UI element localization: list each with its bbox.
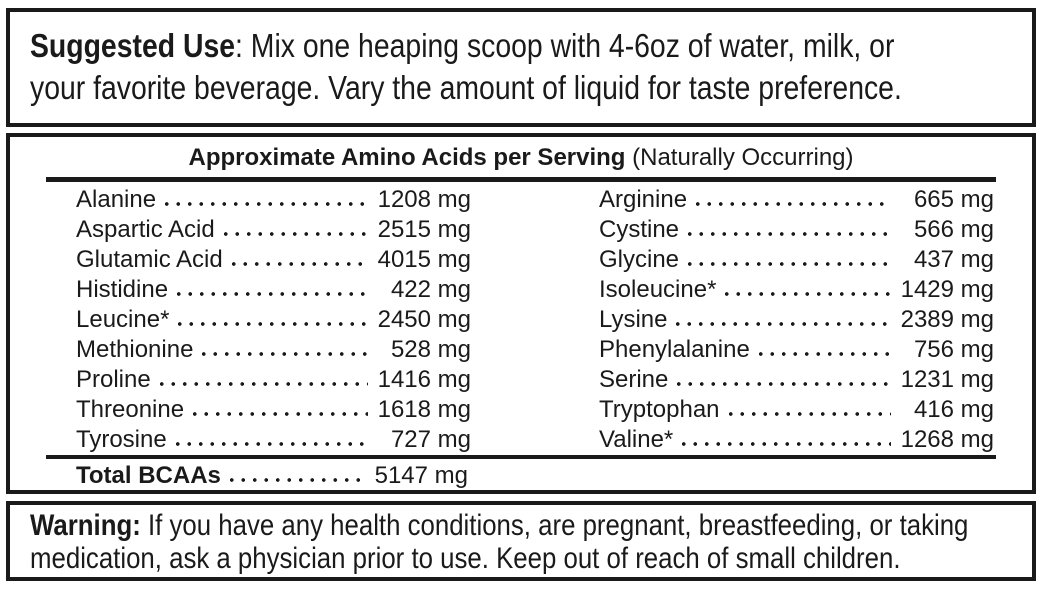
warning-text-line2: medication, ask a physician prior to use… bbox=[30, 542, 901, 575]
amino-name: Valine* bbox=[599, 426, 674, 453]
amino-amount: 1416 mg bbox=[377, 366, 471, 393]
total-bcaas-label: Total BCAAs bbox=[76, 462, 221, 489]
amino-name: Phenylalanine bbox=[599, 336, 750, 363]
amino-amount: 1618 mg bbox=[377, 396, 471, 423]
amino-row: Glutamic Acid 4015 mg bbox=[48, 245, 471, 275]
amino-name: Serine bbox=[599, 366, 669, 393]
dot-leader bbox=[672, 307, 891, 327]
amino-amount: 727 mg bbox=[390, 426, 471, 453]
amino-table-title-main: Approximate Amino Acids per Serving bbox=[188, 144, 626, 171]
amino-name: Glutamic Acid bbox=[76, 246, 223, 273]
dot-leader bbox=[684, 217, 891, 237]
amino-amount: 566 mg bbox=[913, 216, 994, 243]
amino-row: Alanine 1208 mg bbox=[48, 185, 471, 215]
amino-amount: 528 mg bbox=[390, 336, 471, 363]
amino-amount: 665 mg bbox=[913, 186, 994, 213]
dot-leader bbox=[173, 277, 368, 297]
dot-leader bbox=[219, 217, 368, 237]
warning-text-line1: If you have any health conditions, are p… bbox=[140, 509, 969, 542]
amino-name: Arginine bbox=[599, 186, 688, 213]
amino-row: Aspartic Acid 2515 mg bbox=[48, 215, 471, 245]
amino-amount: 1231 mg bbox=[900, 366, 994, 393]
amino-row: Tryptophan 416 mg bbox=[571, 395, 994, 425]
dot-leader bbox=[155, 367, 368, 387]
amino-columns: Alanine 1208 mg Aspartic Acid 2515 mg Glutam… bbox=[10, 182, 1032, 455]
amino-name: Proline bbox=[76, 366, 151, 393]
suggested-use-text-line2: your favorite beverage. Vary the amount … bbox=[30, 69, 902, 106]
dot-leader bbox=[721, 277, 891, 297]
dot-leader bbox=[684, 247, 891, 267]
amino-acids-box: Approximate Amino Acids per Serving (Nat… bbox=[6, 133, 1036, 494]
suggested-use-text-line1: : Mix one heaping scoop with 4-6oz of wa… bbox=[235, 27, 895, 64]
warning-line1: Warning: If you have any health conditio… bbox=[30, 509, 968, 542]
dot-leader bbox=[724, 397, 891, 417]
amino-amount: 4015 mg bbox=[377, 246, 471, 273]
amino-amount: 2515 mg bbox=[377, 216, 471, 243]
amino-column-left: Alanine 1208 mg Aspartic Acid 2515 mg Glutam… bbox=[48, 185, 471, 455]
dot-leader bbox=[198, 337, 368, 357]
amino-row: Histidine 422 mg bbox=[48, 275, 471, 305]
amino-row: Glycine 437 mg bbox=[571, 245, 994, 275]
amino-name: Threonine bbox=[76, 396, 185, 423]
amino-amount: 416 mg bbox=[913, 396, 994, 423]
amino-row: Isoleucine* 1429 mg bbox=[571, 275, 994, 305]
amino-amount: 1268 mg bbox=[900, 426, 994, 453]
amino-name: Histidine bbox=[76, 276, 169, 303]
dot-leader bbox=[171, 427, 368, 447]
suggested-use-heading: Suggested Use bbox=[30, 27, 236, 64]
amino-row: Serine 1231 mg bbox=[571, 365, 994, 395]
amino-amount: 1429 mg bbox=[900, 276, 994, 303]
amino-amount: 1208 mg bbox=[377, 186, 471, 213]
amino-amount: 756 mg bbox=[913, 336, 994, 363]
amino-row: Arginine 665 mg bbox=[571, 185, 994, 215]
amino-table-title-note: (Naturally Occurring) bbox=[625, 144, 854, 171]
total-bcaas-amount: 5147 mg bbox=[374, 462, 468, 489]
amino-row: Methionine 528 mg bbox=[48, 335, 471, 365]
amino-name: Tyrosine bbox=[76, 426, 167, 453]
amino-name: Alanine bbox=[76, 186, 157, 213]
amino-name: Cystine bbox=[599, 216, 680, 243]
dot-leader bbox=[225, 463, 365, 483]
amino-row: Tyrosine 727 mg bbox=[48, 425, 471, 455]
dot-leader bbox=[678, 427, 891, 447]
amino-table-title: Approximate Amino Acids per Serving (Nat… bbox=[10, 137, 1032, 177]
amino-row: Leucine* 2450 mg bbox=[48, 305, 471, 335]
amino-name: Tryptophan bbox=[599, 396, 720, 423]
amino-amount: 2450 mg bbox=[377, 306, 471, 333]
dot-leader bbox=[673, 367, 891, 387]
amino-row: Cystine 566 mg bbox=[571, 215, 994, 245]
dot-leader bbox=[189, 397, 368, 417]
amino-name: Leucine* bbox=[76, 306, 170, 333]
amino-row: Threonine 1618 mg bbox=[48, 395, 471, 425]
amino-column-right: Arginine 665 mg Cystine 566 mg Glycine 437 mg… bbox=[571, 185, 994, 455]
warning-heading: Warning: bbox=[30, 509, 141, 542]
suggested-use-line1: Suggested Use: Mix one heaping scoop wit… bbox=[30, 25, 894, 67]
amino-name: Aspartic Acid bbox=[76, 216, 215, 243]
amino-amount: 422 mg bbox=[390, 276, 471, 303]
amino-row: Lysine 2389 mg bbox=[571, 305, 994, 335]
dot-leader bbox=[227, 247, 368, 267]
dot-leader bbox=[754, 337, 891, 357]
total-bcaas-row: Total BCAAs 5147 mg bbox=[76, 461, 468, 491]
header-divider-rule bbox=[46, 177, 996, 182]
amino-name: Lysine bbox=[599, 306, 668, 333]
amino-name: Methionine bbox=[76, 336, 194, 363]
total-divider-rule bbox=[46, 455, 996, 459]
amino-name: Glycine bbox=[599, 246, 680, 273]
suggested-use-box: Suggested Use: Mix one heaping scoop wit… bbox=[6, 8, 1036, 127]
amino-name: Isoleucine* bbox=[599, 276, 717, 303]
warning-box: Warning: If you have any health conditio… bbox=[6, 501, 1036, 581]
amino-row: Phenylalanine 756 mg bbox=[571, 335, 994, 365]
amino-row: Valine* 1268 mg bbox=[571, 425, 994, 455]
dot-leader bbox=[161, 187, 368, 207]
amino-amount: 437 mg bbox=[913, 246, 994, 273]
dot-leader bbox=[692, 187, 891, 207]
amino-row: Proline 1416 mg bbox=[48, 365, 471, 395]
amino-amount: 2389 mg bbox=[900, 306, 994, 333]
dot-leader bbox=[174, 307, 368, 327]
